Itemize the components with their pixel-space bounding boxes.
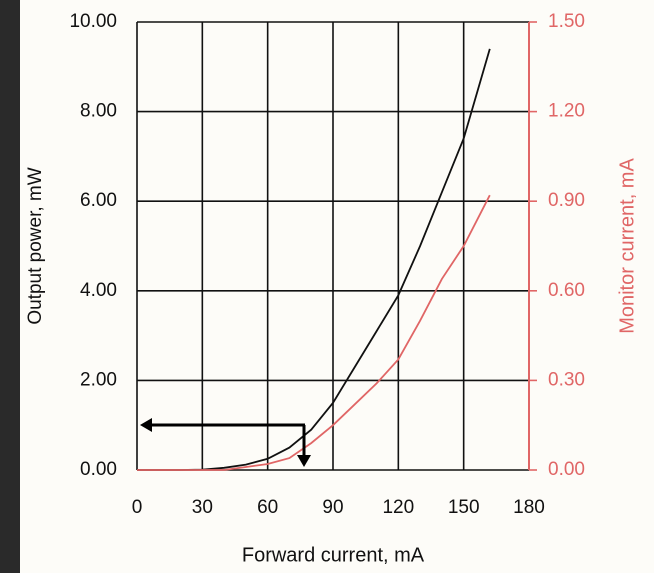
arrow-head [297,455,311,467]
y2-tick-label: 1.20 [548,101,585,122]
annotation-arrows [140,418,311,467]
x-tick-label: 120 [382,497,414,518]
y2-axis-title: Monitor current, mA [616,158,638,334]
y-tick-label: 10.00 [69,11,117,32]
photo-edge [0,0,20,573]
series-line [137,194,491,471]
x-tick-label: 180 [513,497,545,518]
y-tick-label: 8.00 [80,101,117,122]
x-tick-label: 0 [132,497,143,518]
y-tick-label: 4.00 [80,280,117,301]
x-tick-label: 90 [322,497,343,518]
y2-tick-label: 0.30 [548,369,585,390]
plot: 0 30 60 90 120 150 1800.002.004.006.008.0010.0… [69,11,585,518]
y-tick-label: 2.00 [80,369,117,390]
y2-tick-label: 0.00 [548,459,585,480]
arrow-head [140,418,152,432]
x-tick-label: 150 [448,497,480,518]
x-tick-label: 30 [192,497,213,518]
y2-tick-label: 1.50 [548,11,585,32]
y-tick-label: 0.00 [80,459,117,480]
y2-tick-label: 0.90 [548,190,585,211]
x-tick-label: 60 [257,497,278,518]
y-tick-label: 6.00 [80,190,117,211]
y-axis-title: Output power, mW [25,167,46,324]
x-axis-title: Forward current, mA [242,544,425,566]
y2-tick-label: 0.60 [548,280,585,301]
